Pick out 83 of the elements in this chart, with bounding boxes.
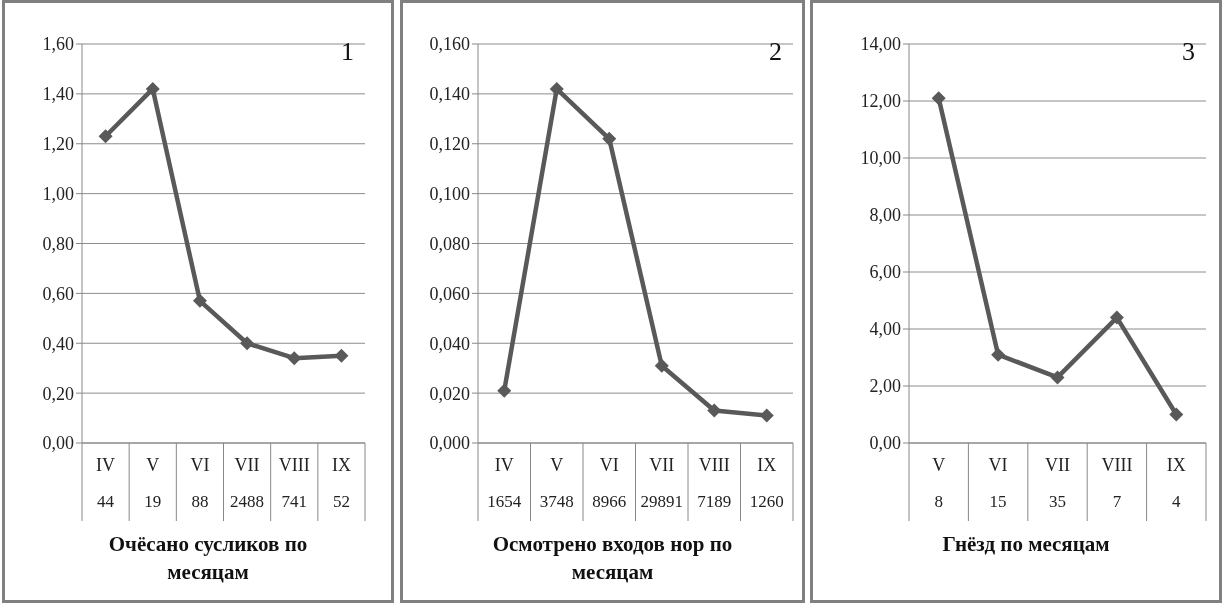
point [192,293,207,308]
y-tick-label: 2,00 [869,376,901,397]
x-tick-label: IX [331,455,351,475]
y-tick-label: 4,00 [869,319,901,340]
point [549,81,564,96]
point [931,91,946,106]
text: 88 [191,492,209,511]
text: 2488 [230,492,265,511]
x-tick-label: VII [1045,455,1070,475]
text: 52 [332,492,350,511]
x-tick-label: VII [649,455,675,475]
y-tick-label: 0,060 [429,283,470,304]
x-tick-label: VI [988,455,1008,475]
x-axis-title: Очёсано сусликов по месяцам [107,531,309,586]
x-tick-label: VI [190,455,210,475]
x-tick-label: VII [234,455,260,475]
text: 15 [989,492,1007,511]
point [602,131,617,146]
x-tick-label: V [550,455,564,475]
text: 1654 [487,492,522,511]
y-tick-label: 1,40 [42,84,74,105]
y-tick-label: 0,160 [429,34,470,55]
text: 4 [1172,492,1182,511]
text: 1260 [749,492,784,511]
x-tick-label: IX [1166,455,1186,475]
point [991,347,1006,362]
point [759,408,774,423]
y-tick-label: 0,00 [42,433,74,454]
point [1169,407,1184,422]
x-axis-title: Гнёзд по месяцам [941,531,1111,558]
x-tick-label: VIII [278,455,310,475]
y-tick-label: 14,00 [860,34,901,55]
point [1109,310,1124,325]
y-tick-label: 0,080 [429,233,470,254]
point [334,348,349,363]
text: 19 [144,492,162,511]
x-tick-label: V [146,455,160,475]
annotation: 2 [769,37,782,67]
text: 7 [1112,492,1122,511]
y-tick-label: 0,40 [42,333,74,354]
y-tick-label: 1,00 [42,184,74,205]
y-tick-label: 6,00 [869,262,901,283]
y-tick-label: 0,120 [429,134,470,155]
x-tick-label: IV [494,455,514,475]
y-tick-label: 1,60 [42,34,74,55]
point [497,383,512,398]
y-tick-label: 0,00 [869,433,901,454]
y-tick-label: 0,140 [429,84,470,105]
x-tick-label: VIII [1101,455,1133,475]
y-tick-label: 0,80 [42,233,74,254]
y-tick-label: 0,000 [429,433,470,454]
y-tick-label: 1,20 [42,134,74,155]
text: 3748 [539,492,574,511]
y-tick-label: 0,040 [429,333,470,354]
x-tick-label: VIII [698,455,730,475]
x-tick-label: V [932,455,946,475]
point [707,403,722,418]
text: 741 [281,492,307,511]
y-tick-label: 0,60 [42,283,74,304]
x-tick-label: VI [599,455,619,475]
point [145,81,160,96]
y-tick-label: 0,20 [42,383,74,404]
y-tick-label: 10,00 [860,148,901,169]
annotation: 1 [341,37,354,67]
point [287,351,302,366]
x-tick-label: IV [96,455,116,475]
point [654,358,669,373]
y-tick-label: 8,00 [869,205,901,226]
point [240,336,255,351]
text: 35 [1049,492,1066,511]
x-tick-label: IX [757,455,777,475]
text: 7189 [697,492,732,511]
annotation: 3 [1182,37,1195,67]
text: 29891 [640,492,683,511]
point [1050,370,1065,385]
point [98,129,113,144]
x-axis-title: Осмотрено входов нор по месяцам [491,531,734,586]
text: 44 [97,492,115,511]
y-tick-label: 12,00 [860,91,901,112]
y-tick-label: 0,100 [429,184,470,205]
y-tick-label: 0,020 [429,383,470,404]
text: 8 [934,492,943,511]
text: 8966 [592,492,627,511]
